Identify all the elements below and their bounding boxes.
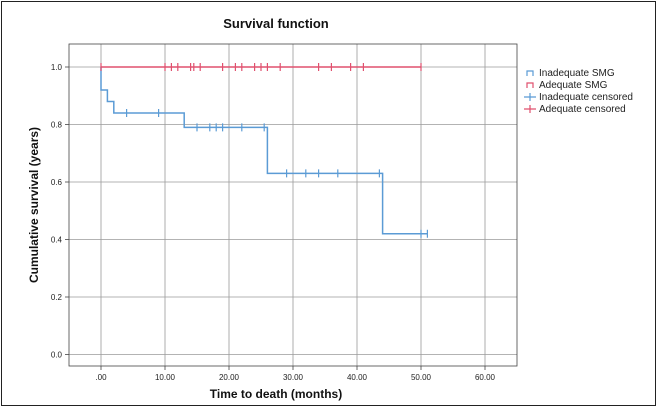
x-axis-ticks: .00 10.00 20.00 30.00 40.00 50.00 60.00 <box>95 366 496 382</box>
x-tick-label: 20.00 <box>219 373 240 382</box>
y-tick-label: 0.8 <box>51 121 63 130</box>
series-inadequate-smg <box>100 67 428 238</box>
legend-marker-inadequate-censored <box>524 93 536 101</box>
x-tick-label: .00 <box>95 373 107 382</box>
series-group <box>100 63 428 238</box>
legend: Inadequate SMG Adequate SMG Inadequate c… <box>524 68 633 115</box>
legend-label-inadequate: Inadequate SMG <box>539 68 615 79</box>
grid <box>69 44 517 366</box>
x-tick-label: 60.00 <box>475 373 496 382</box>
legend-line-adequate <box>526 82 534 88</box>
y-tick-label: 1.0 <box>51 63 63 72</box>
x-tick-label: 30.00 <box>283 373 304 382</box>
y-tick-label: 0.4 <box>51 236 63 245</box>
legend-label-inadequate-censored: Inadequate censored <box>539 92 633 103</box>
legend-label-adequate-censored: Adequate censored <box>539 104 626 115</box>
series-adequate-smg <box>100 63 422 71</box>
legend-line-inadequate <box>526 70 534 76</box>
legend-label-adequate: Adequate SMG <box>539 80 608 91</box>
x-tick-label: 40.00 <box>347 373 368 382</box>
y-tick-label: 0.2 <box>51 293 63 302</box>
x-axis-label: Time to death (months) <box>210 387 342 401</box>
series-line-inadequate-smg <box>100 67 428 235</box>
chart-title: Survival function <box>223 16 329 31</box>
y-axis-label: Cumulative survival (years) <box>27 127 41 283</box>
y-tick-label: 0.0 <box>51 351 63 360</box>
x-tick-label: 10.00 <box>155 373 176 382</box>
y-axis-ticks: 0.0 0.2 0.4 0.6 0.8 1.0 <box>51 63 69 360</box>
legend-marker-adequate-censored <box>524 105 536 113</box>
y-tick-label: 0.6 <box>51 178 63 187</box>
x-tick-label: 50.00 <box>411 373 432 382</box>
